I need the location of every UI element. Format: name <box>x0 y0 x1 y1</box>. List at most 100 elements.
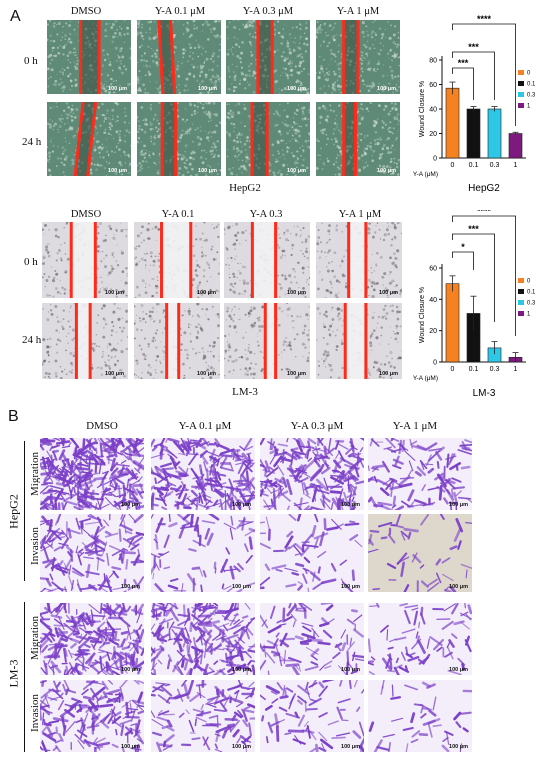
scale-bar-label: 100 μm <box>232 667 251 673</box>
lm3-chart-legend-label-0: 0 <box>527 279 531 285</box>
transwell-col-header-ya1: Y-A 1 μM <box>392 420 438 432</box>
lm3-chart-significance-stars-0: * <box>461 242 465 252</box>
scale-bar-label: 100 μm <box>121 667 140 673</box>
lm3-chart-y-tick-label: 0 <box>433 360 437 367</box>
hepg2-wound-closure-chart: 0 20 40 60 80 Wound Closure % 0 0.1 0.3 1 Y-A (μM)… <box>413 14 536 194</box>
scale-bar-label: 100 μm <box>197 290 216 296</box>
scale-bar-label: 100 μm <box>121 584 140 590</box>
transwell-hepg2-migration-image-3: 100 μm <box>368 438 472 510</box>
lm3-chart-x-tick-label-3: 1 <box>514 366 518 373</box>
scale-bar-label: 100 μm <box>108 168 127 174</box>
scale-bar-label: 100 μm <box>379 290 398 296</box>
transwell-hepg2-migration-image-2: 100 μm <box>260 438 364 510</box>
scale-bar-label: 100 μm <box>287 371 306 377</box>
lm3-chart-significance-stars-1: *** <box>468 224 479 234</box>
hepg2-chart-legend-swatch-3 <box>518 103 524 108</box>
lm3-chart-legend-swatch-0 <box>518 278 524 283</box>
hepg2-wound-image-0h-2: 100 μm <box>226 20 310 94</box>
lm3-group-label: LM-3 <box>6 659 21 688</box>
hepg2-wound-caption: HepG2 <box>229 182 261 194</box>
scale-bar-label: 100 μm <box>341 584 360 590</box>
panel-a-letter: A <box>10 8 21 25</box>
hepg2-chart-legend-label-1: 0.1 <box>527 82 536 88</box>
lm3-wound-image-0h-0: 100 μm <box>42 222 128 298</box>
lm3-chart-legend-swatch-3 <box>518 311 524 316</box>
scale-bar-label: 100 μm <box>449 744 468 750</box>
transwell-hepg2-migration-image-1: 100 μm <box>151 438 255 510</box>
hepg2-chart-legend-swatch-0 <box>518 70 524 75</box>
hepg2-chart-legend-label-2: 0.3 <box>527 93 536 99</box>
lm3-chart-significance-bracket-2 <box>452 215 516 336</box>
scale-bar-label: 100 μm <box>232 744 251 750</box>
hepg2-wound-image-24h-1: 100 μm <box>137 102 221 176</box>
scale-bar-label: 100 μm <box>121 502 140 508</box>
transwell-lm3-migration-image-0: 100 μm <box>40 603 144 675</box>
lm3-col-header-dmso: DMSO <box>70 209 102 220</box>
lm3-wound-image-24h-0: 100 μm <box>42 303 128 379</box>
transwell-hepg2-invasion-image-2: 100 μm <box>260 514 364 592</box>
scale-bar-label: 100 μm <box>197 371 216 377</box>
transwell-lm3-migration-image-2: 100 μm <box>260 603 364 675</box>
scale-bar-label: 100 μm <box>377 86 396 92</box>
hepg2-chart-x-tick-label-0: 0 <box>451 162 455 169</box>
scale-bar-label: 100 μm <box>341 744 360 750</box>
hepg2-chart-y-axis-label: Wound Closure % <box>419 81 426 137</box>
lm3-wound-image-24h-1: 100 μm <box>134 303 220 379</box>
hepg2-chart-legend-swatch-2 <box>518 92 524 97</box>
hepg2-col-header-ya01: Y-A 0.1 μM <box>154 6 206 17</box>
lm3-chart-x-tick-label-0: 0 <box>451 366 455 373</box>
transwell-hepg2-migration-image-0: 100 μm <box>40 438 144 510</box>
scale-bar-label: 100 μm <box>121 744 140 750</box>
hepg2-col-header-ya1: Y-A 1 μM <box>336 6 380 17</box>
hepg2-group-bracket <box>24 441 25 581</box>
lm3-col-header-ya1: Y-A 1 μM <box>338 209 382 220</box>
transwell-lm3-invasion-image-3: 100 μm <box>368 680 472 752</box>
lm3-chart-legend-label-3: 1 <box>527 312 531 318</box>
hepg2-chart-bar-3 <box>508 133 523 159</box>
scale-bar-label: 100 μm <box>105 371 124 377</box>
hepg2-chart-y-tick-label: 40 <box>429 107 437 114</box>
hepg2-col-header-ya03: Y-A 0.3 μM <box>242 6 294 17</box>
lm3-chart-y-tick-label: 40 <box>429 297 437 304</box>
lm3-chart-legend-swatch-2 <box>518 300 524 305</box>
hepg2-chart-x-axis-label: Y-A (μM) <box>413 171 438 178</box>
hepg2-wound-image-0h-1: 100 μm <box>137 20 221 94</box>
scale-bar-label: 100 μm <box>105 290 124 296</box>
transwell-col-header-ya03: Y-A 0.3 μM <box>290 420 344 432</box>
hepg2-chart-y-tick-label: 0 <box>433 156 437 163</box>
scale-bar-label: 100 μm <box>449 502 468 508</box>
hepg2-chart-y-tick-label: 80 <box>429 58 437 65</box>
lm3-chart-y-tick-label: 60 <box>429 266 437 273</box>
scale-bar-label: 100 μm <box>379 371 398 377</box>
scale-bar-label: 100 μm <box>341 502 360 508</box>
lm3-chart-bar-0 <box>445 283 460 363</box>
lm3-chart-x-tick-label-2: 0.3 <box>490 366 500 373</box>
scale-bar-label: 100 μm <box>287 290 306 296</box>
scale-bar-label: 100 μm <box>377 168 396 174</box>
transwell-col-header-dmso: DMSO <box>86 420 118 432</box>
hepg2-row-label-0h: 0 h <box>24 55 38 67</box>
hepg2-chart-bar-2 <box>487 108 502 159</box>
transwell-lm3-migration-image-3: 100 μm <box>368 603 472 675</box>
scale-bar-label: 100 μm <box>341 667 360 673</box>
lm3-chart-x-tick-label-1: 0.1 <box>469 366 479 373</box>
lm3-chart-legend-label-2: 0.3 <box>527 301 536 307</box>
lm3-chart-y-axis-label: Wound Closure % <box>419 287 426 343</box>
hepg2-chart-x-tick-label-1: 0.1 <box>469 162 479 169</box>
transwell-hepg2-invasion-image-3: 100 μm <box>368 514 472 592</box>
hepg2-chart-significance-stars-1: *** <box>468 42 479 52</box>
transwell-lm3-invasion-image-0: 100 μm <box>40 680 144 752</box>
hepg2-chart-bar-0 <box>445 87 460 159</box>
hepg2-chart-significance-bracket-1 <box>452 51 495 100</box>
hepg2-wound-image-24h-3: 100 μm <box>316 102 400 176</box>
transwell-lm3-invasion-image-2: 100 μm <box>260 680 364 752</box>
scale-bar-label: 100 μm <box>232 502 251 508</box>
transwell-hepg2-invasion-image-1: 100 μm <box>151 514 255 592</box>
lm3-chart-legend-label-1: 0.1 <box>527 290 536 296</box>
scale-bar-label: 100 μm <box>232 584 251 590</box>
lm3-chart-legend-swatch-1 <box>518 289 524 294</box>
lm3-row-label-0h: 0 h <box>24 256 38 268</box>
transwell-lm3-invasion-image-1: 100 μm <box>151 680 255 752</box>
lm3-wound-image-24h-3: 100 μm <box>316 303 402 379</box>
